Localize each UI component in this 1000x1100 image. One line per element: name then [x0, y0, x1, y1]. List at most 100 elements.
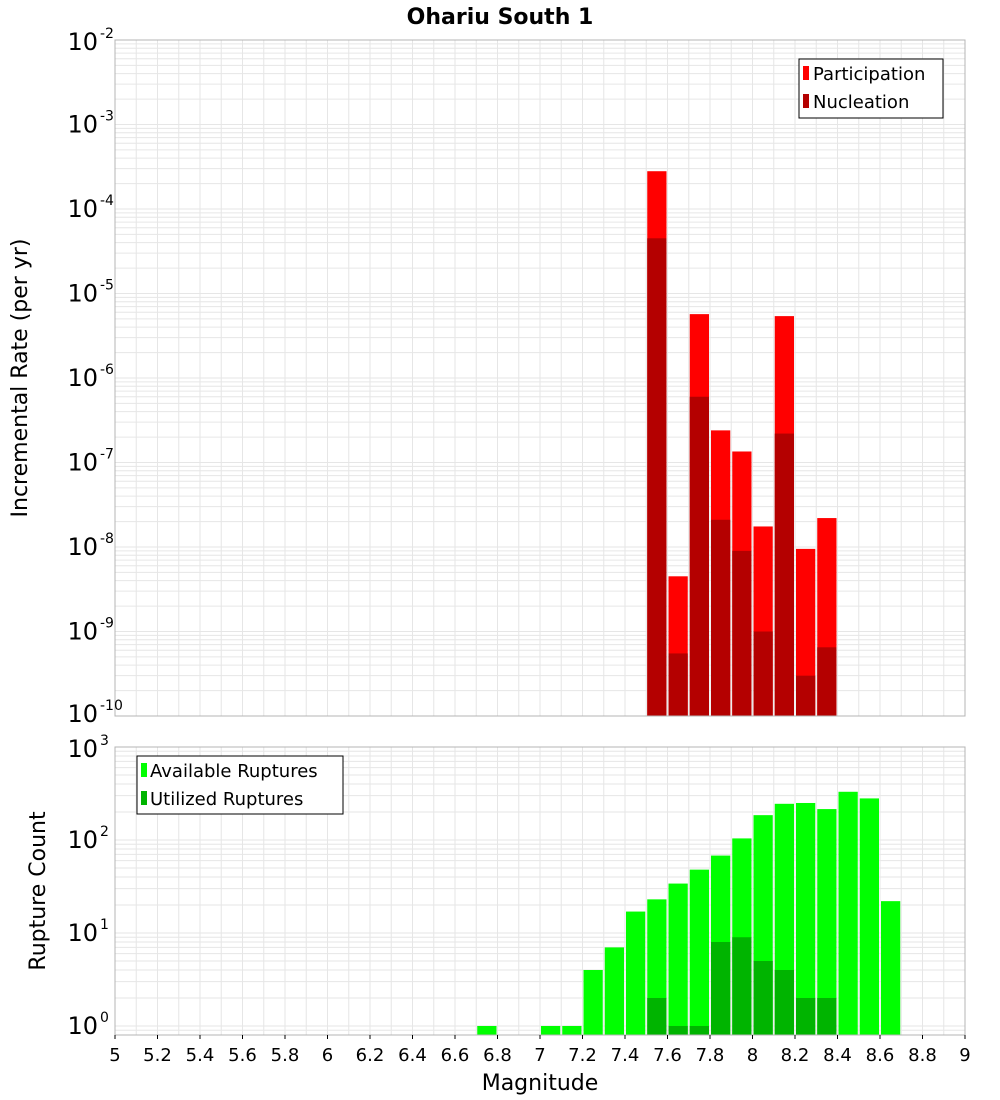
available-ruptures-bar — [626, 911, 646, 1035]
available-ruptures-bar — [541, 1025, 561, 1035]
y-tick-exponent: -6 — [100, 362, 114, 378]
y-tick-label: 10 — [67, 280, 98, 308]
y-tick-exponent: 0 — [100, 1010, 109, 1026]
y-tick-exponent: 1 — [100, 917, 109, 933]
participation-bar — [796, 548, 816, 716]
utilized-ruptures-bar — [753, 960, 773, 1035]
x-tick-label: 8.6 — [866, 1045, 895, 1066]
nucleation-bar — [668, 653, 688, 716]
y-tick-label: 10 — [67, 28, 98, 56]
y-tick-label: 10 — [67, 111, 98, 139]
x-tick-label: 5.8 — [271, 1045, 300, 1066]
available-ruptures-bar — [562, 1025, 582, 1035]
y-tick-label: 10 — [67, 735, 98, 763]
nucleation-bar — [647, 238, 667, 717]
x-tick-label: 7.2 — [568, 1045, 597, 1066]
utilized-ruptures-legend-swatch — [141, 791, 147, 805]
top-legend-box — [798, 58, 944, 119]
x-tick-label: 9 — [959, 1045, 970, 1066]
utilized-ruptures-bar — [732, 937, 752, 1035]
nucleation-bar — [817, 647, 837, 716]
utilized-ruptures-bar — [796, 997, 816, 1035]
bottom-y-axis-label: Rupture Count — [26, 811, 51, 971]
available-ruptures-legend-swatch — [141, 763, 147, 777]
available-ruptures-bar — [859, 798, 879, 1035]
y-tick-exponent: -8 — [100, 531, 114, 547]
x-tick-label: 6.6 — [441, 1045, 470, 1066]
available-ruptures-bar — [477, 1025, 497, 1035]
y-tick-exponent: -3 — [100, 109, 114, 125]
utilized-ruptures-bar — [711, 942, 731, 1035]
utilized-ruptures-bar — [647, 997, 667, 1035]
available-ruptures-bar — [583, 969, 603, 1035]
chart-title: Ohariu South 1 — [407, 5, 594, 30]
top-plot-grid — [114, 40, 966, 717]
bottom-legend-box — [136, 755, 344, 815]
nucleation-bar — [689, 396, 709, 716]
x-tick-label: 6 — [322, 1045, 333, 1066]
participation-legend-swatch — [803, 66, 809, 80]
x-tick-label: 7.8 — [696, 1045, 725, 1066]
y-tick-exponent: 3 — [100, 733, 109, 749]
y-tick-exponent: 2 — [100, 824, 109, 840]
available-ruptures-bar — [668, 883, 688, 1035]
available-ruptures-bar — [689, 869, 709, 1035]
utilized-ruptures-legend-label: Utilized Ruptures — [150, 789, 303, 810]
utilized-ruptures-bar — [817, 997, 837, 1035]
x-tick-label: 8.4 — [823, 1045, 852, 1066]
y-tick-label: 10 — [67, 1012, 98, 1040]
nucleation-bar — [774, 433, 794, 716]
y-tick-exponent: -4 — [100, 193, 114, 209]
x-tick-label: 7 — [534, 1045, 545, 1066]
available-ruptures-bar — [796, 802, 816, 1035]
y-tick-label: 10 — [67, 449, 98, 477]
x-tick-label: 5.6 — [228, 1045, 257, 1066]
nucleation-bar — [753, 631, 773, 716]
y-tick-exponent: -7 — [100, 447, 114, 463]
x-tick-label: 6.8 — [483, 1045, 512, 1066]
y-tick-label: 10 — [67, 618, 98, 646]
nucleation-legend-label: Nucleation — [813, 92, 909, 113]
x-tick-label: 8.2 — [781, 1045, 810, 1066]
y-tick-label: 10 — [67, 700, 98, 728]
nucleation-bar — [732, 550, 752, 716]
x-tick-label: 7.4 — [611, 1045, 640, 1066]
x-tick-label: 5.2 — [143, 1045, 172, 1066]
y-tick-label: 10 — [67, 826, 98, 854]
utilized-ruptures-bar — [668, 1025, 688, 1035]
x-ticks: 5 5.2 5.4 5.6 5.8 6 6.2 6.4 6.6 6.8 7 7.2 7.4 7.6 7.8 8… — [109, 1035, 971, 1066]
y-tick-exponent: -5 — [100, 278, 114, 294]
y-tick-label: 10 — [67, 364, 98, 392]
participation-legend-label: Participation — [813, 64, 925, 85]
nucleation-legend-swatch — [803, 94, 809, 108]
y-tick-exponent: -2 — [100, 26, 114, 42]
available-ruptures-legend-label: Available Ruptures — [150, 761, 318, 782]
bottom-plot-bars — [477, 791, 901, 1035]
utilized-ruptures-bar — [774, 969, 794, 1035]
utilized-ruptures-bar — [689, 1025, 709, 1035]
top-plot-frame — [114, 39, 966, 717]
y-tick-exponent: -9 — [100, 616, 114, 632]
x-axis-label: Magnitude — [482, 1071, 599, 1096]
nucleation-bar — [796, 675, 816, 716]
x-tick-label: 5 — [109, 1045, 120, 1066]
bottom-legend: Available Ruptures Utilized Ruptures — [136, 755, 344, 815]
available-ruptures-bar — [604, 947, 624, 1035]
y-tick-label: 10 — [67, 533, 98, 561]
available-ruptures-bar — [838, 791, 858, 1035]
nucleation-bar — [711, 519, 731, 716]
available-ruptures-bar — [881, 901, 901, 1035]
x-tick-label: 8.8 — [908, 1045, 937, 1066]
y-tick-exponent: -10 — [100, 698, 123, 714]
x-tick-label: 6.4 — [398, 1045, 427, 1066]
x-tick-label: 8 — [747, 1045, 758, 1066]
x-tick-label: 6.2 — [356, 1045, 385, 1066]
y-tick-label: 10 — [67, 195, 98, 223]
available-ruptures-bar — [817, 809, 837, 1035]
y-tick-label: 10 — [67, 919, 98, 947]
x-tick-label: 5.4 — [186, 1045, 215, 1066]
top-plot-bars — [647, 171, 837, 717]
